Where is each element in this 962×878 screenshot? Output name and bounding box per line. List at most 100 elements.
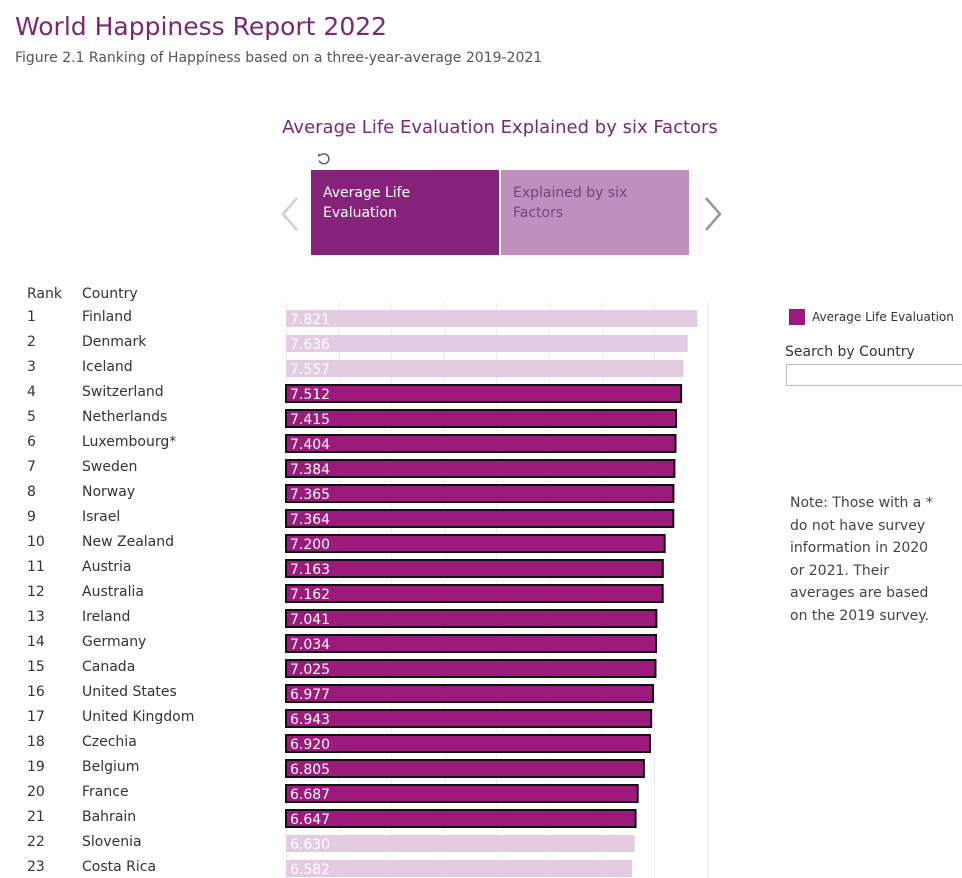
country-cell: New Zealand [82,534,174,550]
bar[interactable] [285,759,645,778]
previous-arrow-icon[interactable] [279,196,301,232]
country-cell: Sweden [82,459,138,475]
bar-value-label: 7.557 [290,362,330,378]
rank-cell: 4 [27,384,36,400]
page-subtitle: Figure 2.1 Ranking of Happiness based on… [15,50,543,66]
bar[interactable] [285,559,664,578]
search-input[interactable] [786,364,962,386]
bar-value-label: 6.977 [290,687,330,703]
bar-value-label: 7.041 [290,612,330,628]
bar[interactable] [285,709,653,728]
tab-explained-by-six-factors[interactable]: Explained by six Factors [501,170,689,255]
tab-label-line1: Explained by six [513,185,628,201]
bar-value-label: 7.025 [290,662,330,678]
country-cell: Canada [82,659,136,675]
rank-cell: 21 [27,809,45,825]
country-cell: Switzerland [82,384,164,400]
rank-cell: 22 [27,834,45,850]
rank-cell: 10 [27,534,45,550]
bar-value-label: 6.805 [290,762,330,778]
bar-value-label: 6.943 [290,712,330,728]
bar-value-label: 7.415 [290,412,330,428]
rank-cell: 20 [27,784,45,800]
bar[interactable] [285,384,683,403]
bar-value-label: 6.687 [290,787,330,803]
country-cell: Norway [82,484,136,500]
rank-cell: 9 [27,509,36,525]
bar[interactable] [286,335,688,352]
tab-label-line1: Average Life [323,185,411,201]
bar-value-label: 7.364 [290,512,330,528]
rank-column-header: Rank [27,286,62,302]
country-cell: France [82,784,129,800]
bar[interactable] [285,459,676,478]
bar[interactable] [285,609,658,628]
bar[interactable] [285,684,654,703]
bar-value-label: 7.512 [290,387,330,403]
rank-cell: 14 [27,634,45,650]
rank-cell: 16 [27,684,45,700]
rank-cell: 23 [27,859,45,875]
bar[interactable] [286,360,684,377]
legend-label: Average Life Evaluation [812,310,954,324]
rank-cell: 11 [27,559,45,575]
bar[interactable] [285,809,637,828]
bar[interactable] [285,534,666,553]
tab-average-life-evaluation[interactable]: Average Life Evaluation [311,170,499,255]
rank-cell: 7 [27,459,36,475]
rank-cell: 13 [27,609,45,625]
rank-cell: 8 [27,484,36,500]
rank-cell: 19 [27,759,45,775]
rank-cell: 6 [27,434,36,450]
rank-cell: 5 [27,409,36,425]
country-column-header: Country [82,286,138,302]
country-cell: Costa Rica [82,859,157,875]
search-label: Search by Country [785,344,915,360]
bar[interactable] [285,734,651,753]
bar[interactable] [285,509,675,528]
legend[interactable]: Average Life Evaluation [789,309,954,325]
rank-cell: 15 [27,659,45,675]
bar[interactable] [285,634,657,653]
country-cell: Israel [82,509,121,525]
bar-value-label: 7.200 [290,537,330,553]
rank-cell: 18 [27,734,45,750]
bar-value-label: 7.821 [290,312,330,328]
chart-title: Average Life Evaluation Explained by six… [282,117,718,138]
bar-value-label: 7.384 [290,462,330,478]
bar-value-label: 7.636 [290,337,330,353]
bar[interactable] [286,835,635,852]
bar-value-label: 6.582 [290,862,330,878]
bar[interactable] [285,659,657,678]
bar-value-label: 6.630 [290,837,330,853]
bar[interactable] [285,484,675,503]
country-cell: Germany [82,634,147,650]
bar-value-label: 6.647 [290,812,330,828]
country-cell: Luxembourg* [82,434,177,450]
legend-swatch [789,309,805,325]
country-cell: United States [82,684,177,700]
bar[interactable] [285,784,639,803]
country-cell: United Kingdom [82,709,195,725]
bar[interactable] [285,434,677,453]
tab-label-line2: Evaluation [323,205,397,221]
bar[interactable] [285,584,664,603]
bar[interactable] [286,860,633,877]
bar-value-label: 7.404 [290,437,330,453]
rank-cell: 2 [27,334,36,350]
bar-value-label: 6.920 [290,737,330,753]
country-cell: Finland [82,309,133,325]
country-cell: Czechia [82,734,137,750]
next-arrow-icon[interactable] [702,196,724,232]
country-cell: Denmark [82,334,147,350]
tab-label-line2: Factors [513,205,564,221]
bar[interactable] [285,409,677,428]
rank-cell: 1 [27,309,36,325]
bar[interactable] [286,310,698,327]
rank-cell: 12 [27,584,45,600]
country-cell: Iceland [82,359,133,375]
reset-icon[interactable] [316,151,332,167]
country-cell: Belgium [82,759,140,775]
bar-value-label: 7.162 [290,587,330,603]
